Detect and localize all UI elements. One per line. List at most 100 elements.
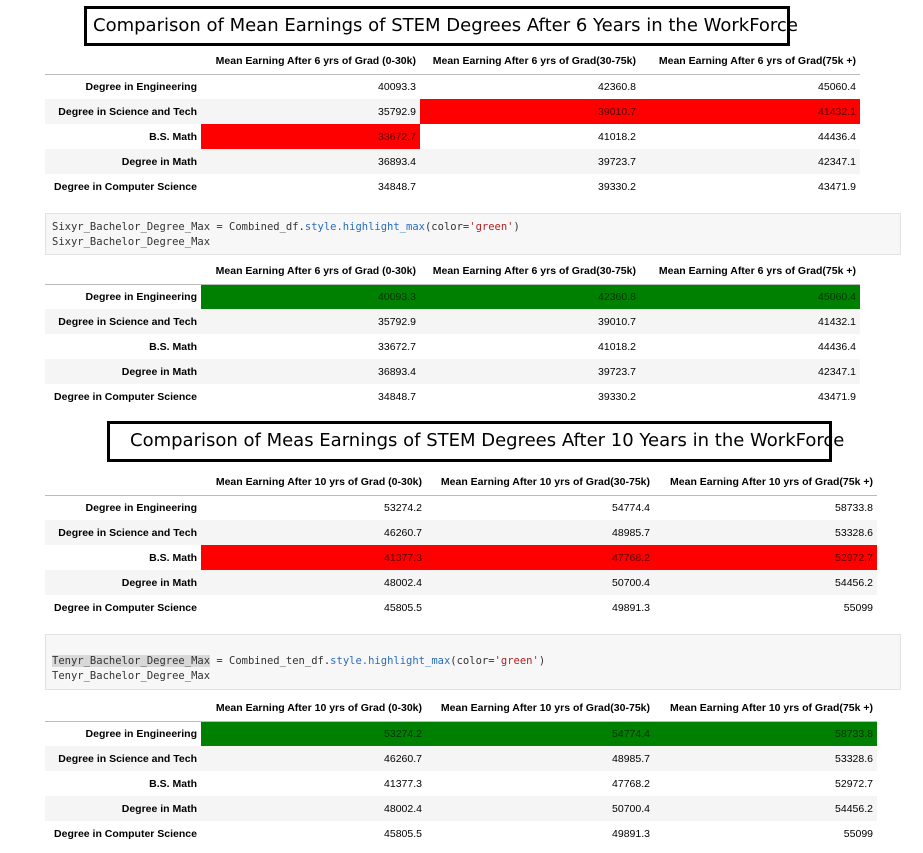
row-label: Degree in Computer Science <box>54 601 197 614</box>
row-label: Degree in Computer Science <box>54 827 197 840</box>
table-cell: 46260.7 <box>384 526 422 539</box>
section-title-6yr-text: Comparison of Mean Earnings of STEM Degr… <box>93 15 798 36</box>
table-row: Degree in Engineering 53274.2 54774.4 58… <box>45 495 877 520</box>
dataframe-10yr-min: Mean Earning After 10 yrs of Grad (0-30k… <box>45 470 877 620</box>
row-label: Degree in Computer Science <box>54 390 197 403</box>
table-cell-highlighted-min: 41377.3 <box>201 545 426 570</box>
table-cell: 33672.7 <box>378 340 416 353</box>
code-line: Sixyr_Bachelor_Degree_Max = Combined_df.… <box>52 220 894 235</box>
dataframe-10yr-max: Mean Earning After 10 yrs of Grad (0-30k… <box>45 696 877 846</box>
column-header: Mean Earning After 6 yrs of Grad (0-30k) <box>201 49 420 75</box>
table-cell-highlighted-max: 40093.3 <box>201 284 420 309</box>
column-header: Mean Earning After 6 yrs of Grad(30-75k) <box>420 259 640 285</box>
table-row: Degree in Computer Science 34848.7 39330… <box>45 174 860 199</box>
column-header: Mean Earning After 6 yrs of Grad (0-30k) <box>201 259 420 285</box>
table-cell: 55099 <box>843 827 873 840</box>
table-header-row: Mean Earning After 6 yrs of Grad (0-30k)… <box>45 49 860 75</box>
table-cell-highlighted-max: 42360.8 <box>420 284 640 309</box>
section-title-10yr-text: Comparison of Meas Earnings of STEM Degr… <box>130 430 845 451</box>
table-header-row: Mean Earning After 10 yrs of Grad (0-30k… <box>45 696 877 722</box>
index-header <box>45 259 201 285</box>
table-row: Degree in Math 48002.4 50700.4 54456.2 <box>45 570 877 595</box>
row-label: B.S. Math <box>149 551 197 564</box>
table-cell: 39010.7 <box>598 315 636 328</box>
table-cell: 40093.3 <box>378 80 416 93</box>
table-cell: 49891.3 <box>612 601 650 614</box>
table-cell: 48985.7 <box>612 526 650 539</box>
code-arg-close: ) <box>538 655 546 667</box>
table-row: Degree in Math 36893.4 39723.7 42347.1 <box>45 359 860 384</box>
table-row: Degree in Engineering 40093.3 42360.8 45… <box>45 74 860 99</box>
table-row: B.S. Math 41377.3 47768.2 52972.7 <box>45 545 877 570</box>
table-cell: 39330.2 <box>598 390 636 403</box>
dataframe-6yr-max: Mean Earning After 6 yrs of Grad (0-30k)… <box>45 259 860 409</box>
table-cell: 48002.4 <box>384 576 422 589</box>
code-arg: (color= <box>450 655 495 667</box>
row-label: Degree in Science and Tech <box>58 526 197 539</box>
row-label: Degree in Math <box>121 365 197 378</box>
table-header-row: Mean Earning After 6 yrs of Grad (0-30k)… <box>45 259 860 285</box>
row-label: B.S. Math <box>149 130 197 143</box>
row-label: Degree in Science and Tech <box>58 752 197 765</box>
table-cell: 49891.3 <box>612 827 650 840</box>
column-header: Mean Earning After 10 yrs of Grad(75k +) <box>654 696 877 722</box>
table-cell-highlighted-max: 53274.2 <box>201 721 426 746</box>
code-method: style.highlight_max <box>330 655 451 667</box>
column-header: Mean Earning After 10 yrs of Grad(75k +) <box>654 470 877 496</box>
table-header-row: Mean Earning After 10 yrs of Grad (0-30k… <box>45 470 877 496</box>
table-cell: 45805.5 <box>384 827 422 840</box>
row-label: Degree in Math <box>121 802 197 815</box>
table-row: Degree in Engineering 40093.3 42360.8 45… <box>45 284 860 309</box>
table-cell-highlighted-min: 47768.2 <box>426 545 654 570</box>
table-cell: 35792.9 <box>378 315 416 328</box>
table-cell: 42347.1 <box>818 155 856 168</box>
table-cell: 39723.7 <box>598 365 636 378</box>
table-cell-highlighted-max: 45060.4 <box>640 284 860 309</box>
table-row: Degree in Science and Tech 35792.9 39010… <box>45 99 860 124</box>
table-cell: 53328.6 <box>835 752 873 765</box>
row-label: Degree in Engineering <box>85 290 197 303</box>
table-cell: 58733.8 <box>835 501 873 514</box>
row-label: Degree in Engineering <box>85 80 197 93</box>
table-cell: 45060.4 <box>818 80 856 93</box>
table-cell: 36893.4 <box>378 365 416 378</box>
table-cell: 54456.2 <box>835 576 873 589</box>
table-cell: 41432.1 <box>818 315 856 328</box>
code-line: Sixyr_Bachelor_Degree_Max <box>52 236 211 248</box>
column-header: Mean Earning After 6 yrs of Grad(75k +) <box>640 49 860 75</box>
table-cell: 35792.9 <box>378 105 416 118</box>
index-header <box>45 49 201 75</box>
row-label: Degree in Science and Tech <box>58 315 197 328</box>
code-line: Tenyr_Bachelor_Degree_Max <box>52 670 211 682</box>
column-header: Mean Earning After 10 yrs of Grad (0-30k… <box>201 470 426 496</box>
table-cell: 43471.9 <box>818 180 856 193</box>
table-cell-highlighted-min: 39010.7 <box>420 99 640 124</box>
row-label: Degree in Engineering <box>85 727 197 740</box>
code-cell-10yr[interactable]: Tenyr_Bachelor_Degree_Max = Combined_ten… <box>45 634 901 690</box>
table-cell: 39330.2 <box>598 180 636 193</box>
dataframe-6yr-min: Mean Earning After 6 yrs of Grad (0-30k)… <box>45 49 860 199</box>
table-cell-highlighted-min: 52972.7 <box>654 545 877 570</box>
row-label: Degree in Math <box>121 155 197 168</box>
table-cell: 34848.7 <box>378 180 416 193</box>
row-label: B.S. Math <box>149 777 197 790</box>
table-cell: 50700.4 <box>612 576 650 589</box>
table-cell: 42347.1 <box>818 365 856 378</box>
code-eq: = <box>210 655 230 667</box>
table-row: Degree in Computer Science 34848.7 39330… <box>45 384 860 409</box>
column-header: Mean Earning After 10 yrs of Grad(30-75k… <box>426 696 654 722</box>
table-row: Degree in Science and Tech 35792.9 39010… <box>45 309 860 334</box>
table-cell: 45805.5 <box>384 601 422 614</box>
table-row: B.S. Math 41377.3 47768.2 52972.7 <box>45 771 877 796</box>
code-arg-close: ) <box>513 221 520 233</box>
table-cell: 34848.7 <box>378 390 416 403</box>
row-label: Degree in Computer Science <box>54 180 197 193</box>
table-cell: 43471.9 <box>818 390 856 403</box>
code-cell-6yr[interactable]: Sixyr_Bachelor_Degree_Max = Combined_df.… <box>45 213 901 255</box>
table-cell: 54456.2 <box>835 802 873 815</box>
table-cell: 47768.2 <box>612 777 650 790</box>
table-cell: 48002.4 <box>384 802 422 815</box>
row-label: B.S. Math <box>149 340 197 353</box>
row-label: Degree in Math <box>121 576 197 589</box>
table-cell: 55099 <box>843 601 873 614</box>
